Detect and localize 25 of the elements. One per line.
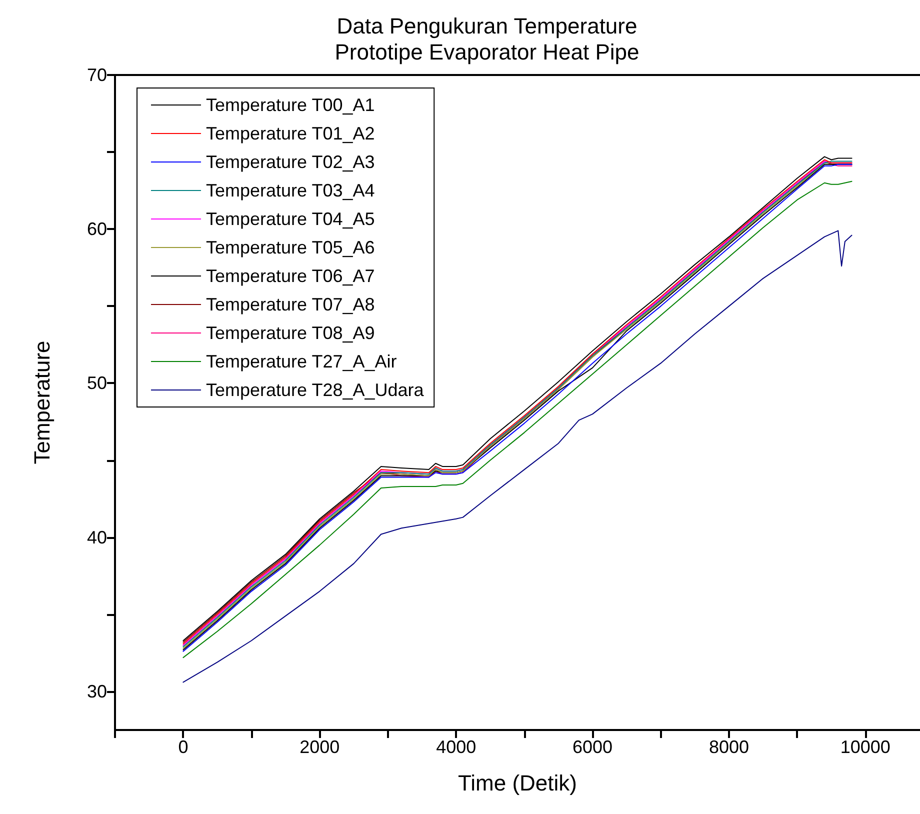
x-tick-label: 6000 bbox=[572, 737, 613, 757]
y-tick-label: 30 bbox=[86, 681, 107, 702]
legend-label: Temperature T07_A8 bbox=[206, 294, 375, 314]
legend-label: Temperature T06_A7 bbox=[206, 266, 375, 286]
y-tick-label: 70 bbox=[86, 65, 107, 85]
x-tick-label: 10000 bbox=[840, 737, 890, 757]
y-axis-title: Temperature bbox=[30, 340, 54, 464]
legend-label: Temperature T04_A5 bbox=[206, 209, 375, 229]
x-tick-label: 4000 bbox=[436, 737, 476, 757]
y-tick-label: 60 bbox=[86, 219, 107, 240]
legend-label: Temperature T03_A4 bbox=[206, 180, 375, 200]
x-tick-label: 8000 bbox=[708, 737, 750, 757]
x-tick-label: 0 bbox=[178, 737, 188, 757]
legend-label: Temperature T00_A1 bbox=[206, 95, 375, 115]
legend-label: Temperature T05_A6 bbox=[206, 238, 375, 258]
legend-label: Temperature T27_A_Air bbox=[206, 352, 397, 372]
legend-label: Temperature T02_A3 bbox=[206, 152, 375, 172]
legend-label: Temperature T28_A_Udara bbox=[206, 380, 425, 400]
x-tick-label: 2000 bbox=[300, 737, 340, 757]
legend-label: Temperature T01_A2 bbox=[206, 124, 375, 144]
y-tick-label: 40 bbox=[86, 527, 107, 548]
x-axis-title: Time (Detik) bbox=[458, 770, 577, 796]
y-tick-label: 50 bbox=[86, 373, 107, 394]
legend-label: Temperature T08_A9 bbox=[206, 323, 375, 343]
chart-title: Data Pengukuran Temperature Prototipe Evaporator Heat Pipe bbox=[334, 14, 640, 64]
